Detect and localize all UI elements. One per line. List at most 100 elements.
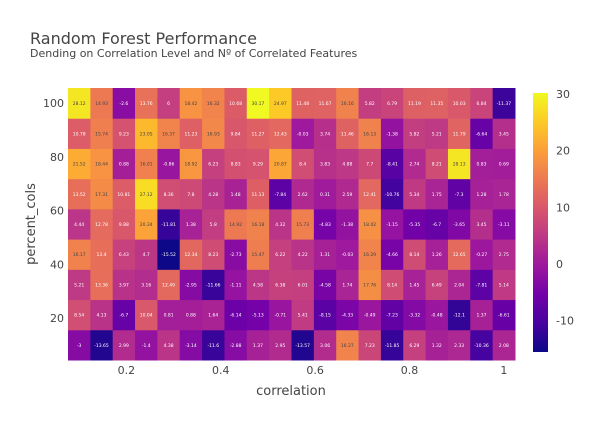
heatmap-cell	[68, 208, 91, 240]
heatmap-cell	[157, 178, 181, 210]
heatmap-cell	[179, 329, 203, 361]
cell-label: 2.99	[119, 343, 129, 349]
heatmap-cell	[90, 88, 114, 119]
cell-label: -2.73	[230, 252, 242, 258]
cell-label: 9.29	[253, 162, 263, 168]
cell-label: -12.1	[453, 313, 465, 319]
heatmap-cell	[492, 239, 516, 270]
heatmap-cell	[135, 208, 158, 240]
cell-label: 6.38	[275, 282, 285, 288]
heatmap-cell	[403, 88, 427, 119]
cell-label: 2.62	[298, 192, 308, 198]
cell-label: 2.33	[454, 343, 464, 349]
x-tick-label: 0.8	[401, 364, 419, 377]
cell-label: 6.84	[476, 101, 486, 107]
heatmap-cell	[90, 269, 114, 301]
cell-label: 0.69	[499, 162, 509, 168]
cell-label: 8.54	[74, 313, 84, 319]
cell-label: 9.84	[231, 131, 241, 137]
heatmap-cell	[492, 329, 516, 361]
heatmap-cell	[447, 239, 471, 270]
cell-label: 6	[167, 101, 170, 107]
cell-label: -10.76	[385, 192, 400, 198]
heatmap-cell	[425, 88, 449, 119]
heatmap-cell	[291, 329, 315, 361]
heatmap-cell	[68, 178, 91, 210]
cell-label: 11.23	[184, 131, 197, 137]
cell-label: 11.79	[453, 131, 466, 137]
cell-label: -0.48	[431, 313, 443, 319]
heatmap-cell	[358, 239, 382, 270]
heatmap-cell	[380, 118, 404, 149]
cell-label: 7.23	[365, 343, 375, 349]
colorbar-tick-label: -10	[556, 315, 574, 328]
cell-label: 20.87	[274, 162, 287, 168]
cell-label: 12.41	[363, 192, 376, 198]
heatmap-cell	[202, 269, 225, 301]
heatmap-cell	[157, 329, 181, 361]
cell-label: 8.14	[409, 252, 419, 258]
heatmap-cell	[224, 118, 248, 149]
cell-label: 21.52	[73, 162, 86, 168]
cell-label: 11.27	[252, 131, 265, 137]
heatmap-cell	[179, 269, 203, 301]
cell-label: -4.33	[342, 313, 354, 319]
heatmap-cell	[135, 299, 158, 331]
cell-label: 16.13	[363, 131, 376, 137]
heatmap-cell	[269, 88, 292, 119]
cell-label: 24.97	[274, 101, 287, 107]
heatmap-cell	[90, 148, 114, 180]
heatmap-cell	[291, 239, 315, 270]
heatmap-cell	[291, 148, 315, 180]
heatmap-cell	[492, 178, 516, 210]
heatmap-cell	[179, 148, 203, 180]
cell-label: 16.37	[162, 131, 175, 137]
heatmap-cell	[202, 88, 225, 119]
heatmap-cell	[447, 269, 471, 301]
heatmap-cell	[358, 269, 382, 301]
cell-label: 3.97	[119, 282, 129, 288]
heatmap-cell	[68, 88, 91, 119]
heatmap-cell	[313, 148, 337, 180]
heatmap-cell	[246, 148, 270, 180]
cell-label: -6.64	[476, 131, 488, 137]
cell-label: -0.86	[163, 162, 175, 168]
heatmap-cell	[269, 269, 292, 301]
heatmap-cell	[313, 118, 337, 149]
cell-label: -4.66	[386, 252, 398, 258]
cell-label: -8.15	[319, 313, 331, 319]
cell-label: 10.68	[229, 101, 242, 107]
cell-label: 0.83	[476, 162, 486, 168]
cell-label: 13.76	[140, 101, 153, 107]
heatmap-cell	[179, 299, 203, 331]
cell-label: -0.49	[364, 313, 376, 319]
heatmap-cell	[313, 269, 337, 301]
heatmap-cell	[380, 299, 404, 331]
heatmap-cell	[291, 208, 315, 240]
heatmap-cell	[157, 88, 181, 119]
cell-label: -0.03	[342, 252, 354, 258]
heatmap-cell	[403, 269, 427, 301]
cell-label: -0.27	[476, 252, 488, 258]
cell-label: 3.83	[320, 162, 330, 168]
heatmap-cell	[336, 178, 360, 210]
cell-label: 28.12	[73, 101, 86, 107]
heatmap-cell	[246, 239, 270, 270]
heatmap-cell	[269, 299, 292, 331]
cell-label: 4.88	[342, 162, 352, 168]
heatmap-cell	[246, 88, 270, 119]
heatmap-cell	[112, 299, 136, 331]
cell-label: 17.31	[95, 192, 108, 198]
cell-label: -7.81	[476, 282, 488, 288]
cell-label: 13.52	[73, 192, 86, 198]
cell-label: 5.8	[210, 222, 217, 228]
cell-label: -4.58	[319, 282, 331, 288]
cell-label: 8.14	[387, 282, 397, 288]
heatmap-cell	[179, 208, 203, 240]
heatmap-cell	[425, 269, 449, 301]
cell-label: 0.31	[320, 192, 330, 198]
cell-label: -2.88	[230, 343, 242, 349]
heatmap-cell	[470, 148, 494, 180]
heatmap-cell	[135, 178, 158, 210]
